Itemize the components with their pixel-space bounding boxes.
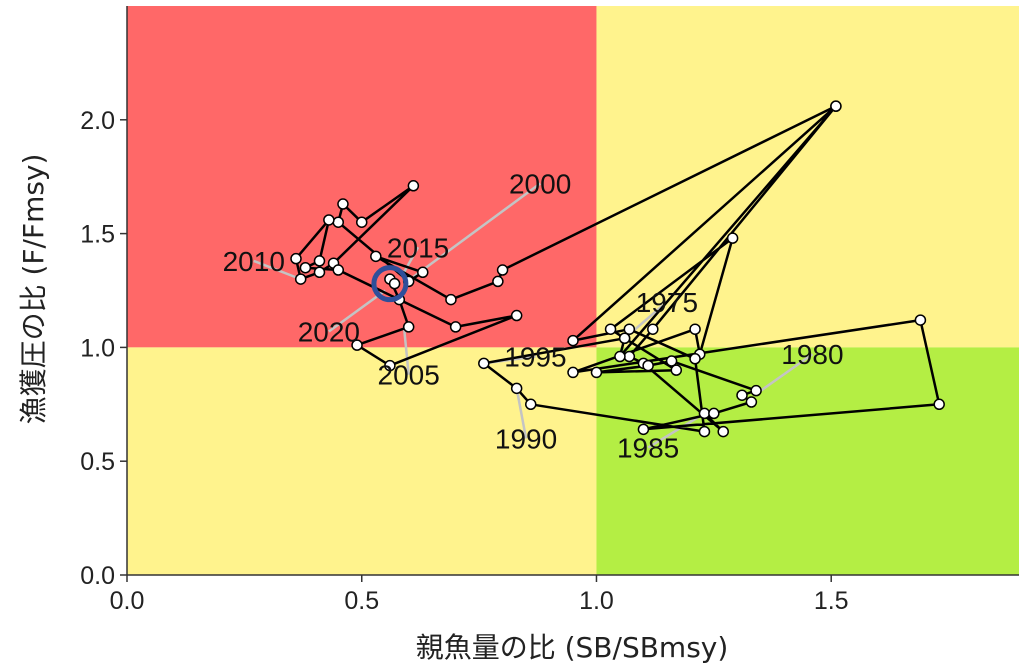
data-point xyxy=(567,334,579,347)
year-label: 1985 xyxy=(617,433,679,464)
year-label: 2005 xyxy=(378,360,440,391)
data-point xyxy=(689,353,701,365)
data-point xyxy=(708,407,720,420)
data-point xyxy=(449,321,462,333)
data-point xyxy=(933,398,945,411)
year-leader-line xyxy=(402,246,420,273)
zone-yellow-lower xyxy=(127,347,597,575)
year-labels: 1975 1980 1985 1990 1995 2000 2005 2010 2015 2020 xyxy=(223,169,844,464)
data-point xyxy=(670,364,683,376)
zone-yellow-upper xyxy=(596,6,1019,348)
year-label: 1975 xyxy=(636,287,698,318)
y-tick-label: 0.5 xyxy=(80,448,115,476)
year-leader-line xyxy=(515,388,528,439)
year-leader-line xyxy=(328,289,386,333)
data-point xyxy=(351,339,363,351)
latest-point-highlight xyxy=(371,265,409,303)
data-point xyxy=(623,350,636,363)
data-point xyxy=(510,382,523,395)
year-label: 1990 xyxy=(495,423,557,454)
zone-green xyxy=(596,347,1019,575)
data-point xyxy=(567,366,579,379)
data-point xyxy=(337,198,349,210)
data-point xyxy=(332,264,345,276)
data-point xyxy=(313,266,326,279)
x-tick-label: 0.0 xyxy=(110,587,145,615)
data-point xyxy=(492,275,504,288)
data-point xyxy=(642,359,654,372)
data-point xyxy=(604,323,617,335)
y-tick-label: 1.0 xyxy=(80,334,115,362)
data-point xyxy=(698,407,711,420)
data-point xyxy=(614,350,626,363)
data-point xyxy=(313,255,326,267)
data-point xyxy=(355,216,368,228)
data-point xyxy=(736,389,748,401)
data-point xyxy=(689,323,701,335)
data-point xyxy=(402,321,415,333)
zone-red xyxy=(127,6,597,348)
year-label: 2015 xyxy=(387,232,449,263)
data-point xyxy=(370,250,382,263)
data-point xyxy=(417,266,429,279)
status-zones xyxy=(127,6,1019,575)
data-point xyxy=(745,396,758,408)
data-point xyxy=(496,264,509,276)
year-leader-line xyxy=(412,182,541,278)
data-point xyxy=(623,323,636,335)
axis-titles: 親魚量の比 (SB/SBmsy) 漁獲圧の比 (F/Fmsy) xyxy=(17,154,728,664)
year-label: 2020 xyxy=(298,316,360,347)
data-point xyxy=(299,261,312,274)
data-point xyxy=(726,232,739,244)
axes: 0.0 0.5 1.0 1.5 0.0 0.5 1.0 1.5 2.0 xyxy=(80,6,1019,615)
data-point xyxy=(750,384,762,397)
data-point xyxy=(384,359,396,372)
data-point xyxy=(698,425,711,438)
year-label: 2000 xyxy=(509,169,571,200)
data-point xyxy=(445,293,457,306)
data-point xyxy=(510,309,523,322)
data-point xyxy=(407,180,420,192)
data-point xyxy=(717,425,729,438)
year-label: 1980 xyxy=(781,339,843,370)
x-tick-label: 1.0 xyxy=(579,587,614,615)
x-tick-label: 0.5 xyxy=(344,587,379,615)
y-axis-title: 漁獲圧の比 (F/Fmsy) xyxy=(17,154,50,425)
year-label-leaders xyxy=(253,182,814,449)
data-point xyxy=(388,277,401,290)
data-point xyxy=(665,355,678,367)
year-leader-line xyxy=(253,259,302,281)
y-tick-label: 0.0 xyxy=(80,562,115,590)
x-tick-label: 1.5 xyxy=(814,587,849,615)
data-point xyxy=(647,323,659,335)
data-point xyxy=(637,423,650,436)
x-axis-title: 親魚量の比 (SB/SBmsy) xyxy=(416,631,729,664)
latest-year-highlight xyxy=(371,265,409,303)
year-leader-line xyxy=(760,353,814,392)
data-point xyxy=(323,214,335,226)
year-label: 1995 xyxy=(504,342,566,373)
data-point xyxy=(830,100,842,112)
year-label: 2010 xyxy=(223,246,285,277)
data-point xyxy=(332,216,345,228)
data-point xyxy=(590,366,603,379)
y-tick-label: 2.0 xyxy=(80,107,115,135)
data-point xyxy=(524,398,537,411)
year-leader-line xyxy=(402,326,410,375)
y-tick-label: 1.5 xyxy=(80,221,115,249)
data-point xyxy=(290,252,302,265)
year-leader-line xyxy=(647,412,706,449)
data-points xyxy=(290,100,945,438)
data-point xyxy=(618,332,631,345)
data-point xyxy=(914,314,927,326)
data-point xyxy=(294,273,307,285)
data-point xyxy=(478,357,490,370)
